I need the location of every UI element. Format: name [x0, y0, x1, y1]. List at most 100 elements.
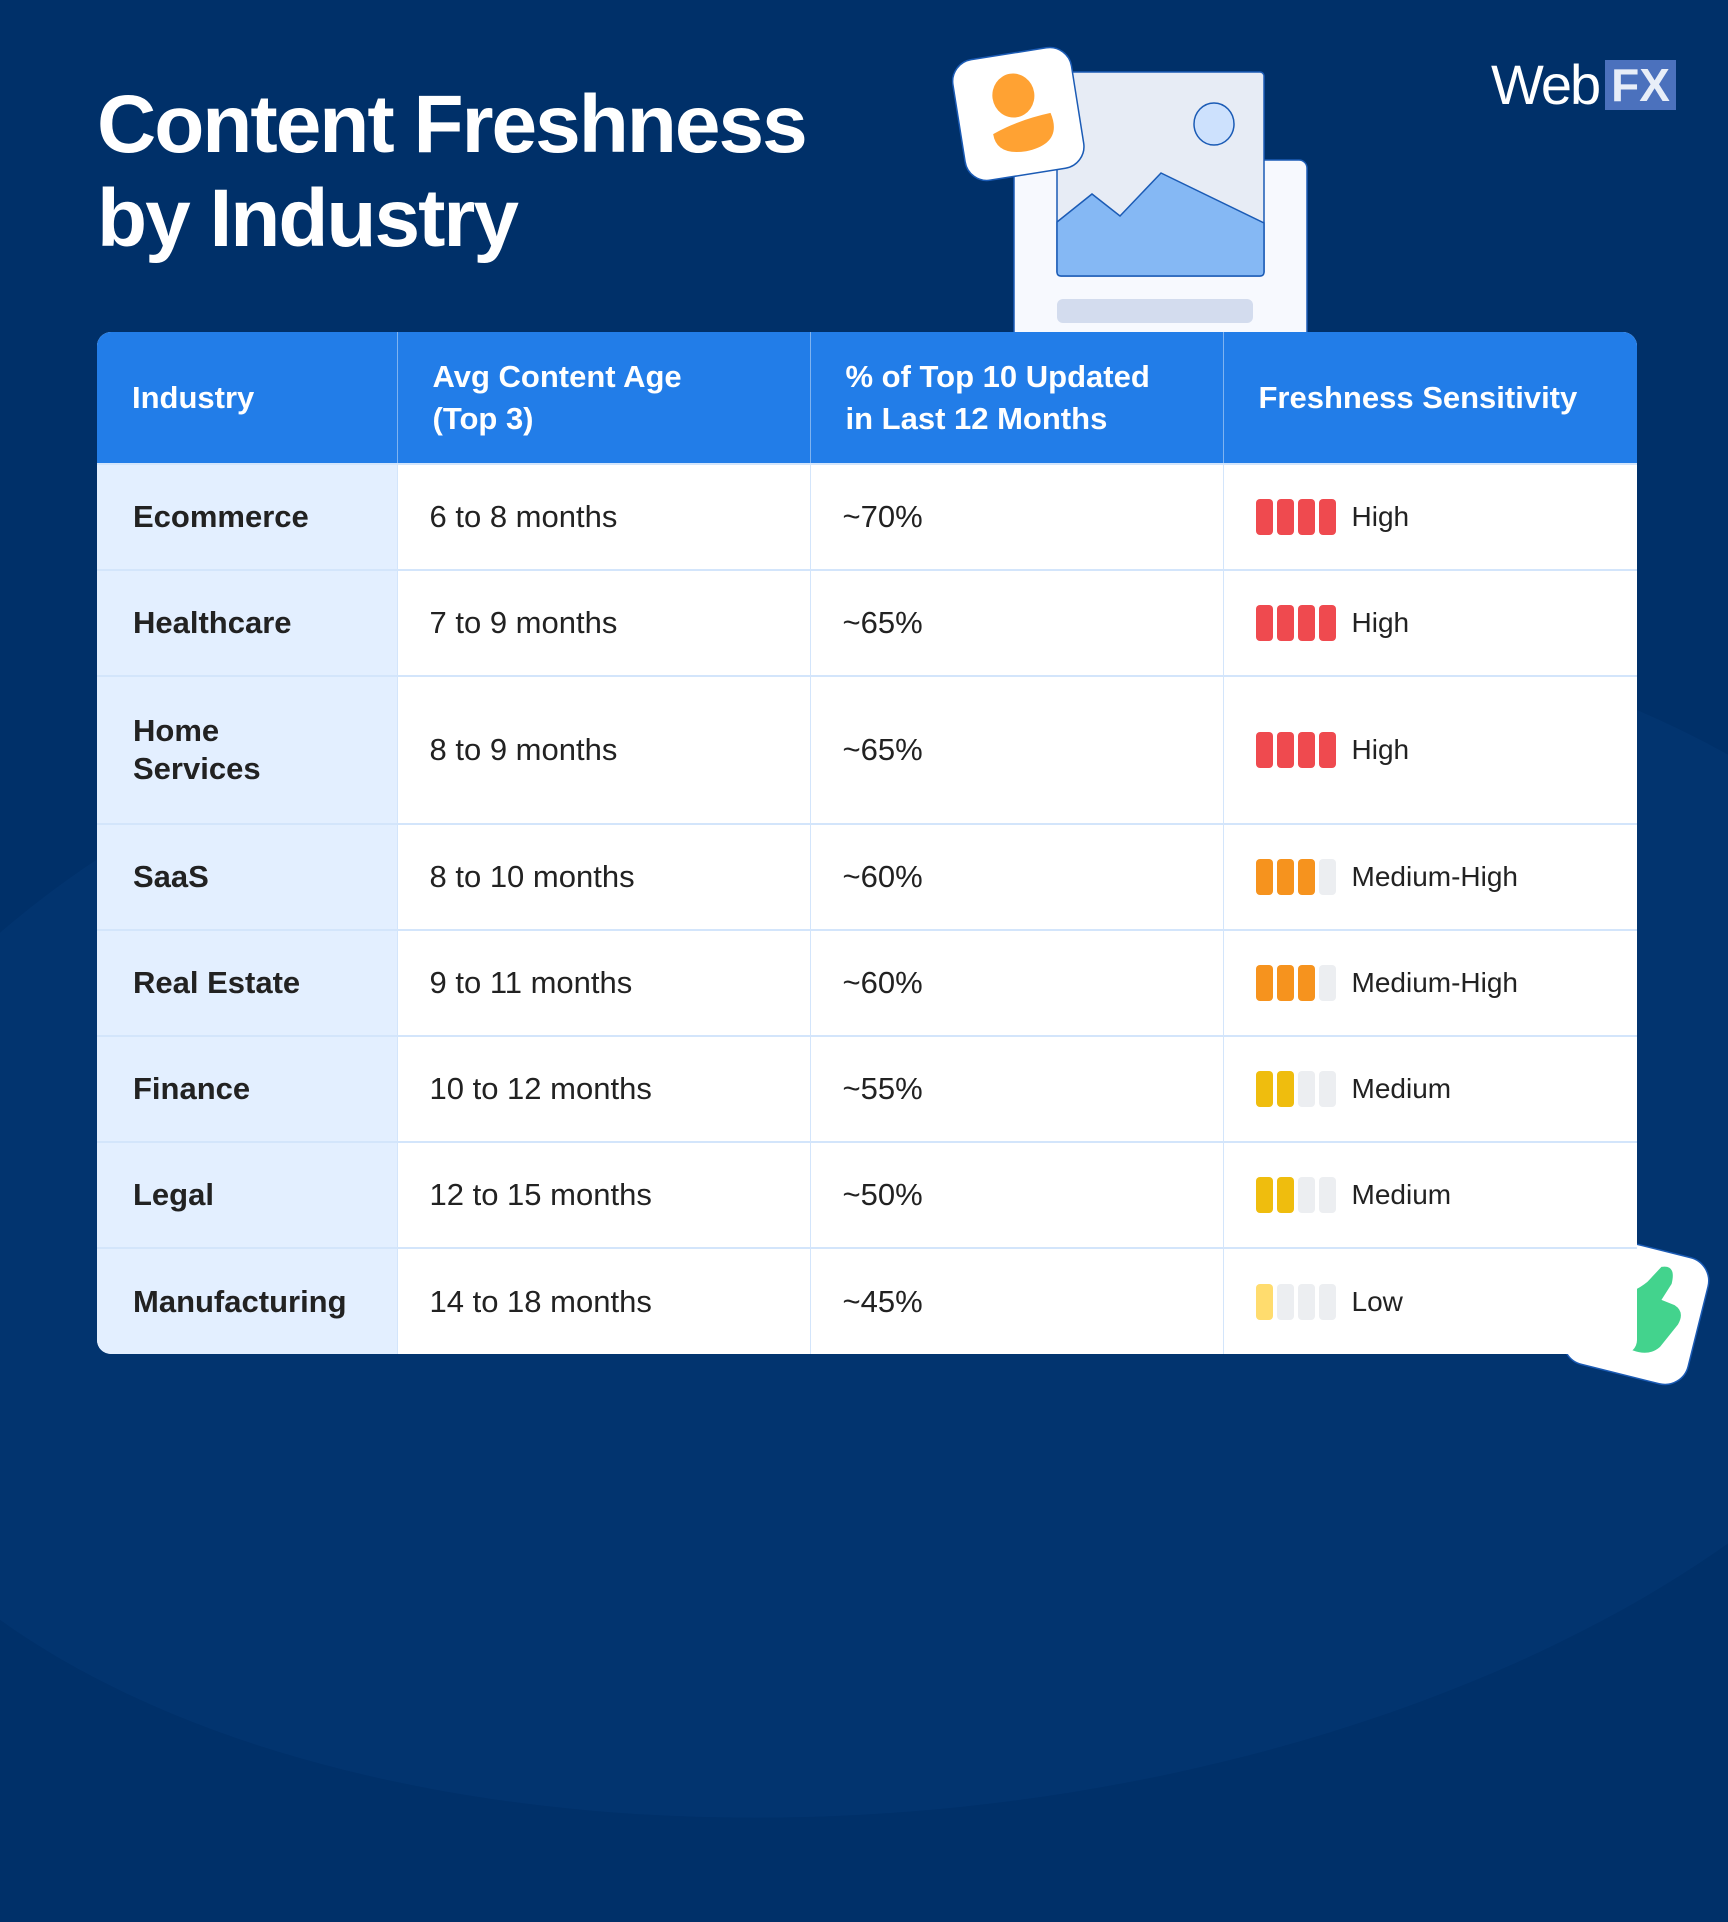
sensitivity-cell: High — [1222, 569, 1637, 676]
sensitivity-bar — [1255, 1071, 1273, 1107]
header-avg-age: Avg Content Age (Top 3) — [396, 332, 810, 464]
sensitivity-bar — [1297, 859, 1315, 895]
logo-web: Web — [1491, 53, 1601, 116]
sensitivity-bar — [1276, 1283, 1294, 1320]
sensitivity-bar — [1318, 1177, 1336, 1213]
sensitivity-bar — [1297, 732, 1315, 768]
avg-age-cell: 8 to 10 months — [396, 823, 810, 930]
table-row: Healthcare 7 to 9 months ~65% High — [97, 569, 1637, 676]
sensitivity-bar — [1318, 605, 1336, 641]
table-row: Finance 10 to 12 months ~55% Medium — [97, 1035, 1637, 1142]
avg-age-cell: 9 to 11 months — [396, 929, 810, 1036]
sensitivity-bar — [1297, 605, 1315, 641]
sensitivity-cell: Medium — [1222, 1141, 1637, 1248]
avg-age-cell: 8 to 9 months — [396, 675, 810, 824]
pct-updated-cell: ~55% — [809, 1035, 1223, 1142]
header-industry: Industry — [97, 332, 397, 464]
sensitivity-bar — [1276, 859, 1294, 895]
industry-cell: Ecommerce — [97, 463, 397, 570]
pct-updated-cell: ~65% — [809, 675, 1223, 824]
image-document-icon — [1013, 71, 1308, 361]
sensitivity-bar — [1276, 965, 1294, 1001]
webfx-logo: Web FX — [1491, 52, 1676, 117]
sensitivity-bar — [1297, 1177, 1315, 1213]
table-row: SaaS 8 to 10 months ~60% Medium-High — [97, 823, 1637, 930]
sensitivity-cell: Medium — [1222, 1035, 1637, 1142]
sensitivity-meter — [1255, 965, 1336, 1001]
pct-updated-cell: ~65% — [809, 569, 1223, 676]
sensitivity-bar — [1318, 732, 1336, 768]
sensitivity-meter — [1255, 859, 1336, 895]
sensitivity-label: Medium-High — [1351, 967, 1519, 998]
sensitivity-label: High — [1351, 734, 1410, 765]
sensitivity-label: Medium — [1351, 1073, 1452, 1104]
pct-updated-cell: ~60% — [809, 823, 1223, 930]
sensitivity-bar — [1276, 732, 1294, 768]
industry-cell: Real Estate — [97, 929, 397, 1036]
industry-cell: Manufacturing — [97, 1247, 397, 1354]
sensitivity-bar — [1255, 732, 1273, 768]
sensitivity-cell: High — [1222, 675, 1637, 824]
pct-updated-cell: ~45% — [809, 1247, 1223, 1354]
industry-cell: SaaS — [97, 823, 397, 930]
header-pct-updated: % of Top 10 Updated in Last 12 Months — [809, 332, 1223, 464]
table-header-row: Industry Avg Content Age (Top 3) % of To… — [97, 332, 1637, 464]
sensitivity-bar — [1297, 965, 1315, 1001]
sensitivity-cell: Medium-High — [1222, 929, 1637, 1036]
avg-age-cell: 6 to 8 months — [396, 463, 810, 570]
sensitivity-bar — [1255, 499, 1273, 535]
sensitivity-cell: Medium-High — [1222, 823, 1637, 930]
table-row: Ecommerce 6 to 8 months ~70% High — [97, 463, 1637, 570]
sensitivity-bar — [1255, 859, 1273, 895]
sensitivity-meter — [1255, 605, 1336, 641]
sensitivity-bar — [1255, 965, 1273, 1001]
industry-cell: Healthcare — [97, 569, 397, 676]
table-row: Home Services 8 to 9 months ~65% High — [97, 675, 1637, 824]
avg-age-cell: 10 to 12 months — [396, 1035, 810, 1142]
logo-fx: FX — [1605, 59, 1676, 110]
sensitivity-bar — [1318, 965, 1336, 1001]
sensitivity-bar — [1297, 1283, 1315, 1320]
table-row: Manufacturing 14 to 18 months ~45% Low — [97, 1247, 1637, 1354]
pct-updated-cell: ~50% — [809, 1141, 1223, 1248]
sensitivity-label: Medium-High — [1351, 861, 1519, 892]
sensitivity-meter — [1255, 499, 1336, 535]
pct-updated-cell: ~60% — [809, 929, 1223, 1036]
industry-cell: Legal — [97, 1141, 397, 1248]
sensitivity-bar — [1318, 499, 1336, 535]
sensitivity-meter — [1255, 732, 1336, 768]
avg-age-cell: 7 to 9 months — [396, 569, 810, 676]
avg-age-cell: 14 to 18 months — [396, 1247, 810, 1354]
sensitivity-label: Medium — [1351, 1179, 1452, 1210]
title-line-1: Content Freshness — [97, 79, 808, 170]
sensitivity-bar — [1276, 1071, 1294, 1107]
sensitivity-label: High — [1351, 607, 1410, 638]
industry-cell: Finance — [97, 1035, 397, 1142]
page-title: Content Freshness by Industry — [97, 78, 808, 266]
avg-age-cell: 12 to 15 months — [396, 1141, 810, 1248]
sensitivity-meter — [1255, 1283, 1336, 1320]
table-row: Real Estate 9 to 11 months ~60% Medium-H… — [97, 929, 1637, 1036]
sensitivity-bar — [1276, 499, 1294, 535]
user-icon — [951, 46, 1085, 182]
sensitivity-label: High — [1351, 501, 1410, 532]
sensitivity-meter — [1255, 1177, 1336, 1213]
sensitivity-cell: Low — [1222, 1247, 1637, 1354]
sensitivity-bar — [1297, 499, 1315, 535]
sensitivity-cell: High — [1222, 463, 1637, 570]
sensitivity-bar — [1255, 1177, 1273, 1213]
industry-cell: Home Services — [97, 675, 397, 824]
sensitivity-bar — [1318, 859, 1336, 895]
sensitivity-bar — [1255, 1283, 1273, 1320]
sensitivity-label: Low — [1351, 1285, 1403, 1317]
sensitivity-bar — [1276, 1177, 1294, 1213]
title-line-2: by Industry — [97, 173, 519, 264]
pct-updated-cell: ~70% — [809, 463, 1223, 570]
sensitivity-bar — [1255, 605, 1273, 641]
sensitivity-meter — [1255, 1071, 1336, 1107]
freshness-table: Industry Avg Content Age (Top 3) % of To… — [97, 332, 1637, 1354]
sensitivity-bar — [1318, 1283, 1336, 1320]
table-row: Legal 12 to 15 months ~50% Medium — [97, 1141, 1637, 1248]
header-sensitivity: Freshness Sensitivity — [1222, 332, 1637, 464]
sensitivity-bar — [1276, 605, 1294, 641]
